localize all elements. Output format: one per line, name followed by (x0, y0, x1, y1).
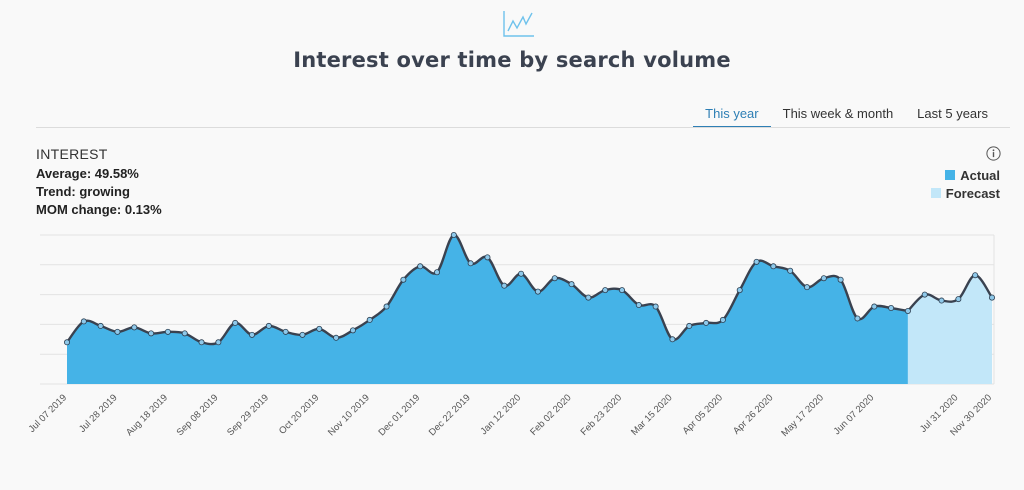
x-tick-label: Feb 23 2020 (579, 392, 625, 438)
actual-data-point (383, 303, 390, 310)
actual-data-point (804, 284, 811, 291)
interest-stats: INTEREST Average: 49.58% Trend: growing … (36, 146, 162, 219)
stats-heading: INTEREST (36, 146, 108, 162)
actual-data-point (148, 330, 155, 337)
tab-this-week-month[interactable]: This week & month (782, 106, 894, 121)
actual-data-point (400, 276, 407, 283)
tab-this-year[interactable]: This year (693, 100, 771, 128)
time-range-tabs: This year This week & month Last 5 years (693, 100, 1000, 128)
forecast-data-point (921, 291, 928, 298)
interest-chart: Jul 07 2019 Jul 28 2019 Aug 18 2019 Sep 08 … (27, 231, 996, 439)
actual-data-point (888, 305, 895, 312)
x-tick-label: Nov 10 2019 (326, 392, 372, 438)
forecast-area (907, 275, 992, 384)
x-tick-label: Apr 05 2020 (681, 392, 725, 436)
actual-data-point (417, 263, 424, 270)
x-tick-label: Jul 07 2019 (27, 392, 70, 435)
actual-data-point (820, 275, 827, 282)
forecast-data-point (938, 297, 945, 304)
actual-data-point (787, 267, 794, 274)
stats-average: Average: 49.58% (36, 166, 139, 181)
actual-data-point (635, 302, 642, 309)
actual-data-point (501, 282, 508, 289)
page-title: Interest over time by search volume (293, 48, 731, 72)
chart-legend: Actual Forecast (930, 166, 1000, 202)
actual-data-point (433, 269, 440, 276)
actual-data-point (568, 281, 575, 288)
actual-data-point (619, 287, 626, 294)
x-tick-label: Dec 22 2019 (427, 392, 473, 438)
x-tick-label: Sep 29 2019 (225, 392, 271, 438)
actual-data-point (366, 316, 373, 323)
actual-data-point (719, 316, 726, 323)
actual-data-point (686, 322, 693, 329)
x-tick-label: Sep 08 2019 (175, 392, 221, 438)
actual-data-point (484, 254, 491, 261)
legend-item-actual: Actual (931, 166, 1000, 184)
actual-data-point (198, 339, 205, 346)
x-tick-label: Jul 28 2019 (77, 392, 120, 435)
tab-last-5-years[interactable]: Last 5 years (917, 106, 988, 121)
actual-data-point (450, 231, 457, 238)
x-tick-label: Apr 26 2020 (731, 392, 775, 436)
actual-data-point (181, 330, 188, 337)
x-tick-label: Mar 15 2020 (629, 392, 674, 437)
actual-data-point (518, 270, 525, 277)
actual-data-point (602, 287, 609, 294)
actual-data-point (753, 258, 760, 265)
legend-item-forecast: Forecast (930, 184, 1000, 202)
line-chart-icon (503, 11, 534, 37)
legend-label-forecast: Forecast (945, 185, 1000, 201)
tabs-divider (36, 127, 1010, 128)
actual-data-point (215, 339, 222, 346)
legend-swatch-actual (945, 170, 956, 180)
stats-mom-change: MOM change: 0.13% (36, 202, 162, 217)
legend-swatch-forecast (930, 188, 941, 198)
actual-data-point (114, 328, 121, 335)
info-icon[interactable] (986, 146, 1001, 161)
actual-data-point (282, 328, 289, 335)
x-tick-label: Jan 12 2020 (478, 392, 523, 437)
actual-data-point (736, 287, 743, 294)
actual-data-point (770, 263, 777, 270)
actual-data-point (64, 339, 71, 346)
x-tick-label: Oct 20 2019 (277, 392, 321, 436)
actual-data-point (265, 322, 272, 329)
actual-data-point (97, 322, 104, 329)
actual-data-point (349, 327, 356, 334)
actual-data-point (248, 331, 255, 338)
actual-data-point (837, 276, 844, 283)
actual-data-point (904, 307, 911, 314)
actual-data-point (80, 318, 87, 325)
actual-data-point (585, 294, 592, 301)
actual-data-point (467, 260, 474, 267)
actual-data-point (316, 325, 323, 332)
legend-label-actual: Actual (960, 167, 1000, 183)
x-tick-label: Dec 01 2019 (376, 392, 422, 438)
stats-trend: Trend: growing (36, 184, 130, 199)
actual-data-point (534, 288, 541, 295)
actual-data-point (854, 315, 861, 322)
actual-data-point (232, 319, 239, 326)
actual-area (67, 234, 908, 384)
actual-data-point (333, 334, 340, 341)
x-tick-label: Aug 18 2019 (124, 392, 170, 438)
actual-data-point (703, 319, 710, 326)
forecast-data-point (972, 272, 979, 279)
x-tick-label: Jun 07 2020 (832, 392, 877, 437)
actual-data-point (299, 331, 306, 338)
forecast-data-point (989, 294, 996, 301)
x-tick-label: Feb 02 2020 (528, 392, 574, 438)
actual-data-point (164, 328, 171, 335)
actual-data-point (551, 275, 558, 282)
x-tick-label: May 17 2020 (779, 392, 826, 439)
actual-data-point (871, 303, 878, 310)
forecast-data-point (955, 296, 962, 303)
actual-data-point (669, 336, 676, 343)
actual-data-point (131, 324, 138, 331)
actual-data-point (652, 303, 659, 310)
